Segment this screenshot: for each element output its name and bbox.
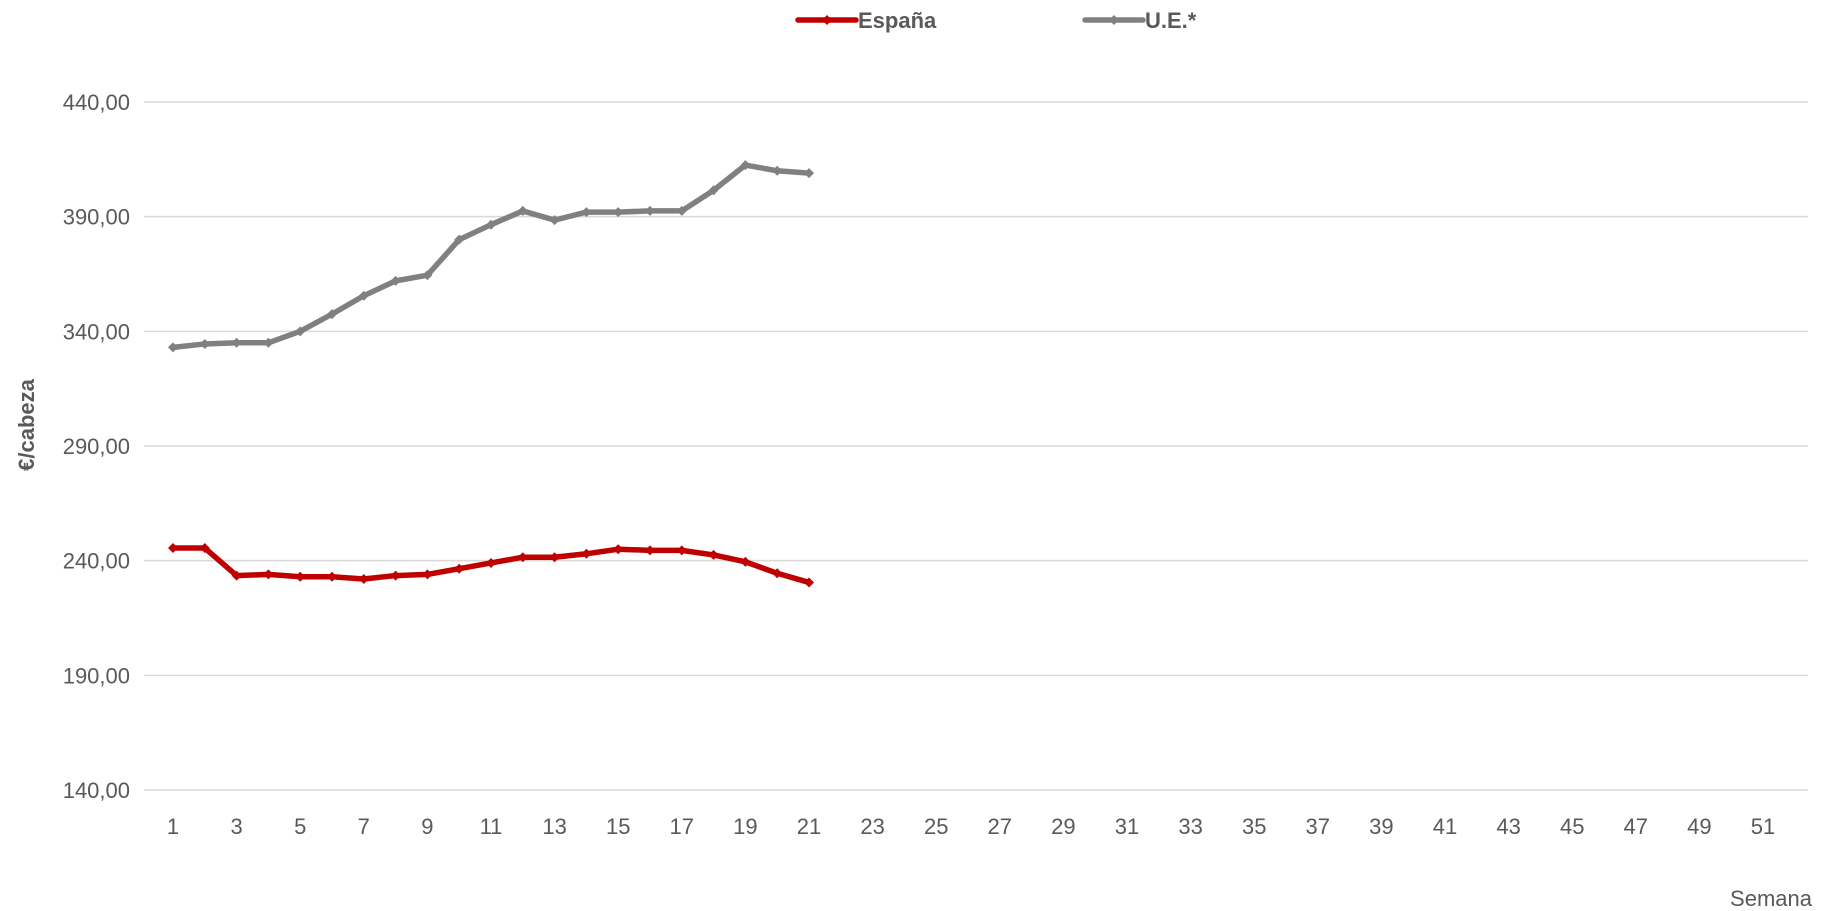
- data-point: [772, 568, 783, 579]
- x-tick-label: 49: [1687, 814, 1711, 839]
- series-lines: [168, 160, 814, 588]
- x-tick-label: 1: [167, 814, 179, 839]
- x-tick-label: 45: [1560, 814, 1584, 839]
- x-tick-label: 11: [480, 814, 503, 839]
- x-tick-label: 3: [230, 814, 242, 839]
- x-tick-label: 35: [1242, 814, 1266, 839]
- x-tick-label: 47: [1624, 814, 1648, 839]
- y-axis-tick-labels: 140,00 190,00 240,00 290,00 340,00 390,00 440,…: [63, 90, 130, 803]
- x-tick-label: 21: [797, 814, 821, 839]
- x-tick-label: 43: [1496, 814, 1520, 839]
- x-tick-label: 25: [924, 814, 948, 839]
- data-point: [422, 569, 433, 580]
- x-tick-label: 13: [542, 814, 566, 839]
- data-point: [295, 326, 306, 337]
- data-point: [231, 337, 242, 348]
- data-point: [708, 185, 719, 196]
- y-tick-label: 390,00: [63, 205, 130, 230]
- series-espa-a: [168, 543, 814, 588]
- data-point: [549, 215, 560, 226]
- legend-label: U.E.*: [1145, 8, 1197, 33]
- legend-marker: [822, 15, 832, 25]
- gridlines: [144, 101, 1808, 791]
- legend-item: España: [795, 8, 937, 33]
- legend-item: U.E.*: [1082, 8, 1197, 33]
- data-point: [486, 219, 496, 230]
- data-point: [676, 545, 687, 556]
- x-axis-tick-labels: 1 3 5 7 9 11 13 15 17 19 21 23 25 27 29 31 33 35 37 39 41 43 4…: [167, 814, 1775, 839]
- data-point: [454, 234, 465, 245]
- data-point: [231, 570, 242, 581]
- data-point: [772, 165, 783, 176]
- x-tick-label: 33: [1178, 814, 1202, 839]
- data-point: [327, 571, 337, 582]
- data-point: [390, 570, 401, 581]
- x-tick-label: 7: [358, 814, 370, 839]
- series-u-e: [168, 160, 814, 353]
- x-tick-label: 9: [421, 814, 433, 839]
- legend-marker: [1109, 15, 1119, 25]
- x-tick-label: 19: [733, 814, 757, 839]
- y-tick-label: 290,00: [63, 434, 130, 459]
- data-point: [358, 574, 369, 585]
- data-point: [390, 275, 401, 286]
- x-tick-label: 39: [1369, 814, 1393, 839]
- x-tick-label: 31: [1115, 814, 1139, 839]
- data-point: [549, 552, 560, 563]
- data-point: [804, 168, 814, 179]
- data-point: [645, 205, 655, 216]
- x-tick-label: 51: [1751, 814, 1775, 839]
- data-point: [613, 544, 624, 555]
- data-point: [486, 557, 496, 568]
- legend-label: España: [858, 8, 937, 33]
- data-point: [645, 545, 655, 556]
- data-point: [676, 205, 687, 216]
- data-point: [581, 548, 592, 559]
- data-point: [804, 577, 814, 588]
- data-point: [263, 569, 274, 580]
- y-tick-label: 340,00: [63, 319, 130, 344]
- y-axis-title: €/cabeza: [14, 378, 39, 470]
- data-point: [454, 563, 465, 574]
- legend: España U.E.*: [795, 8, 1197, 33]
- y-tick-label: 190,00: [63, 663, 130, 688]
- x-tick-label: 5: [294, 814, 306, 839]
- data-point: [199, 543, 210, 554]
- x-tick-label: 15: [606, 814, 630, 839]
- data-point: [517, 552, 528, 563]
- data-point: [422, 270, 433, 281]
- data-point: [581, 207, 592, 218]
- data-point: [295, 571, 306, 582]
- y-tick-label: 140,00: [63, 778, 130, 803]
- data-point: [517, 205, 528, 216]
- data-point: [358, 290, 369, 301]
- x-tick-label: 17: [670, 814, 694, 839]
- data-point: [740, 160, 751, 171]
- x-tick-label: 27: [988, 814, 1012, 839]
- data-point: [327, 309, 337, 320]
- data-point: [168, 543, 178, 554]
- data-point: [740, 556, 751, 567]
- data-point: [613, 207, 624, 218]
- x-tick-label: 29: [1051, 814, 1075, 839]
- x-tick-label: 41: [1433, 814, 1457, 839]
- x-tick-label: 23: [860, 814, 884, 839]
- y-tick-label: 240,00: [63, 549, 130, 574]
- x-axis-title: Semana: [1730, 886, 1813, 911]
- data-point: [168, 342, 178, 353]
- data-point: [708, 549, 719, 560]
- y-tick-label: 440,00: [63, 90, 130, 115]
- x-tick-label: 37: [1306, 814, 1330, 839]
- data-point: [199, 338, 210, 349]
- data-point: [263, 337, 274, 348]
